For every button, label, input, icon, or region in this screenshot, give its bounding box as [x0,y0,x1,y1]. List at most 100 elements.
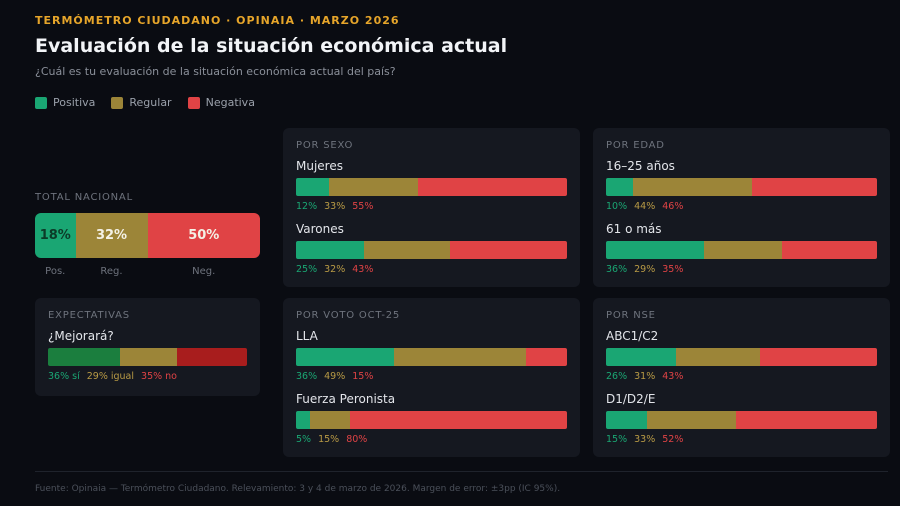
expectativas-value: 35% no [141,371,177,382]
page-title: Evaluación de la situación económica act… [35,35,508,57]
segment-values: 26% 31% 43% [606,371,877,382]
legend-item-regular: Regular [111,96,172,109]
value-label-negativa: 80% [346,434,368,445]
total-segment-negativa: 50% [147,213,260,258]
value-label-negativa: 35% [662,264,684,275]
segment-bar [606,241,877,259]
value-label-positiva: 25% [296,264,318,275]
bar-segment-negativa [736,411,877,429]
bar-segment-regular [328,178,418,196]
value-label-regular: 32% [324,264,346,275]
expectativas-segment [177,348,247,366]
segment-name: ABC1/C2 [606,329,659,343]
value-label-regular: 44% [634,201,656,212]
value-label-positiva: 10% [606,201,628,212]
group-label: POR EDAD [606,140,665,151]
segment-name: LLA [296,329,318,343]
segment-bar [606,411,877,429]
expectativas-value: 29% igual [86,371,135,382]
segment-values: 36% 29% 35% [606,264,877,275]
expectativas-segment [119,348,178,366]
footer-divider [35,471,888,472]
kicker: TERMÓMETRO CIUDADANO · OPINAIA · MARZO 2… [35,14,400,27]
segment-bar [296,178,567,196]
total-axis-label: Pos. [45,266,66,277]
total-nacional: TOTAL NACIONAL 18% 32% 50% Pos. Reg. Neg. [35,192,260,282]
value-label-negativa: 46% [662,201,684,212]
total-segment-positiva: 18% [35,213,76,258]
value-label-positiva: 36% [296,371,318,382]
group-card-2: POR VOTO OCT-25 LLA 36% 49% 15% Fuerza Peroni… [283,298,580,457]
total-segment-regular: 32% [75,213,148,258]
total-axis-labels: Pos. Reg. Neg. [35,266,260,282]
group-card-3: POR NSE ABC1/C2 26% 31% 43% D1/D2/E 15% 33% 52% [593,298,890,457]
bar-segment-regular [633,178,753,196]
legend-label: Positiva [53,96,96,109]
segment-values: 5% 15% 80% [296,434,567,445]
bar-segment-positiva [606,178,634,196]
segment-name: 61 o más [606,222,662,236]
value-label-regular: 49% [324,371,346,382]
bar-segment-negativa [782,241,877,259]
value-label-positiva: 5% [296,434,312,445]
bar-segment-positiva [296,411,310,429]
segment-name: Varones [296,222,344,236]
bar-segment-positiva [296,241,364,259]
value-label-regular: 29% [634,264,656,275]
value-label-positiva: 36% [606,264,628,275]
bar-segment-regular [646,411,737,429]
segment-bar [296,411,567,429]
value-label-positiva: 12% [296,201,318,212]
value-label-regular: 33% [634,434,656,445]
legend-swatch [35,96,47,109]
total-axis-label: Neg. [192,266,216,277]
value-label-negativa: 43% [662,371,684,382]
segment-name: 16–25 años [606,159,675,173]
legend-label: Regular [129,96,172,109]
segment-bar [606,178,877,196]
bar-segment-regular [676,348,761,366]
legend-label: Negativa [205,96,255,109]
expectativas-card: EXPECTATIVAS ¿Mejorará? 36% sí 29% igual 3… [35,298,260,396]
group-card-0: POR SEXO Mujeres 12% 33% 55% Varones 25% 32% 43% [283,128,580,287]
bar-segment-positiva [606,348,677,366]
bar-segment-negativa [526,348,567,366]
value-label-positiva: 15% [606,434,628,445]
legend-item-negativa: Negativa [187,96,255,109]
segment-name: Mujeres [296,159,343,173]
segment-values: 10% 44% 46% [606,201,877,212]
expectativas-values: 36% sí 29% igual 35% no [48,371,247,382]
group-card-1: POR EDAD 16–25 años 10% 44% 46% 61 o más 36% 29… [593,128,890,287]
expectativas-bar [48,348,247,366]
total-bar: 18% 32% 50% [35,213,260,258]
bar-segment-regular [393,348,527,366]
value-label-positiva: 26% [606,371,628,382]
bar-segment-positiva [296,178,329,196]
value-label-negativa: 15% [352,371,374,382]
group-label: POR VOTO OCT-25 [296,310,401,321]
total-axis-label: Reg. [100,266,123,277]
value-label-regular: 31% [634,371,656,382]
value-label-regular: 15% [318,434,340,445]
legend-swatch [111,96,124,109]
bar-segment-regular [309,411,351,429]
value-label-negativa: 52% [662,434,684,445]
group-label: POR SEXO [296,140,354,151]
footer-source: Fuente: Opinaia — Termómetro Ciudadano. … [35,484,561,494]
legend: Positiva Regular Negativa [35,96,255,109]
value-label-negativa: 43% [352,264,374,275]
segment-bar [296,241,567,259]
segment-values: 15% 33% 52% [606,434,877,445]
bar-segment-negativa [350,411,567,429]
bar-segment-positiva [296,348,394,366]
segment-bar [296,348,567,366]
segment-name: D1/D2/E [606,392,656,406]
bar-segment-positiva [606,241,704,259]
bar-segment-negativa [752,178,877,196]
segment-bar [606,348,877,366]
legend-item-positiva: Positiva [35,96,95,109]
expectativas-question: ¿Mejorará? [48,329,114,343]
segment-values: 25% 32% 43% [296,264,567,275]
value-label-negativa: 55% [352,201,374,212]
bar-segment-positiva [606,411,647,429]
